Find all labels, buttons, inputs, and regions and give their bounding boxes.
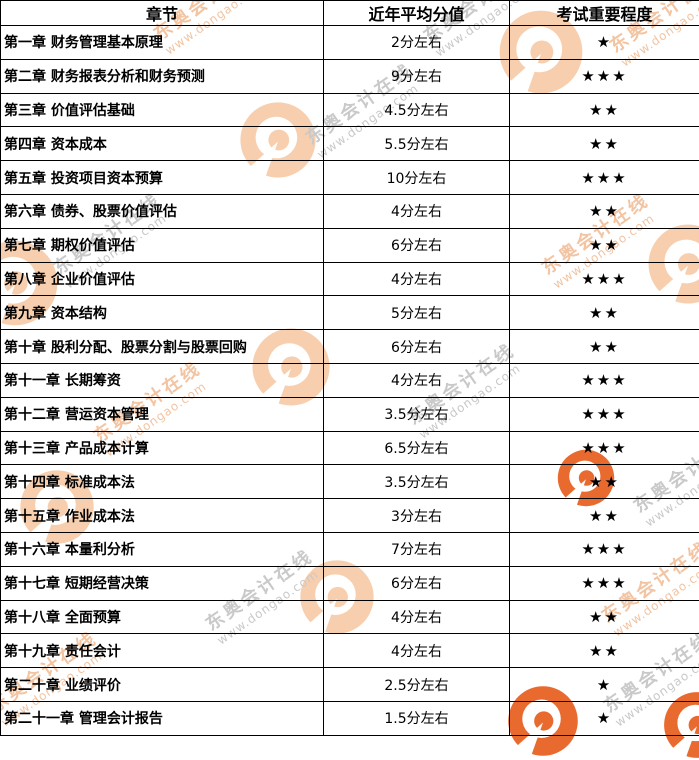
table-row: 第六章 债券、股票价值评估 4分左右 ★★ xyxy=(1,194,699,228)
header-avg-score: 近年平均分值 xyxy=(324,1,510,26)
table-row: 第九章 资本结构 5分左右 ★★ xyxy=(1,296,699,330)
avg-score-cell: 2分左右 xyxy=(324,26,510,60)
avg-score-cell: 4分左右 xyxy=(324,634,510,668)
chapter-cell: 第十五章 作业成本法 xyxy=(1,499,324,533)
table-row: 第二章 财务报表分析和财务预测 9分左右 ★★★ xyxy=(1,59,699,93)
table-row: 第十三章 产品成本计算 6.5分左右 ★★★ xyxy=(1,431,699,465)
importance-cell: ★★ xyxy=(510,296,699,330)
importance-cell: ★ xyxy=(510,26,699,60)
avg-score-cell: 4分左右 xyxy=(324,363,510,397)
importance-cell: ★★ xyxy=(510,93,699,127)
table-row: 第一章 财务管理基本原理 2分左右 ★ xyxy=(1,26,699,60)
importance-cell: ★★★ xyxy=(510,566,699,600)
importance-cell: ★★★ xyxy=(510,397,699,431)
table-body: 第一章 财务管理基本原理 2分左右 ★ 第二章 财务报表分析和财务预测 9分左右… xyxy=(1,26,699,736)
chapter-cell: 第二章 财务报表分析和财务预测 xyxy=(1,59,324,93)
avg-score-cell: 5分左右 xyxy=(324,296,510,330)
avg-score-cell: 7分左右 xyxy=(324,532,510,566)
header-chapter: 章节 xyxy=(1,1,324,26)
chapter-cell: 第一章 财务管理基本原理 xyxy=(1,26,324,60)
importance-cell: ★★ xyxy=(510,600,699,634)
importance-cell: ★ xyxy=(510,701,699,735)
chapter-cell: 第十章 股利分配、股票分割与股票回购 xyxy=(1,330,324,364)
importance-table: 章节 近年平均分值 考试重要程度 第一章 财务管理基本原理 2分左右 ★ 第二章… xyxy=(0,0,699,736)
importance-cell: ★★ xyxy=(510,330,699,364)
chapter-cell: 第三章 价值评估基础 xyxy=(1,93,324,127)
chapter-cell: 第十八章 全面预算 xyxy=(1,600,324,634)
chapter-cell: 第九章 资本结构 xyxy=(1,296,324,330)
chapter-cell: 第五章 投资项目资本预算 xyxy=(1,161,324,195)
table-row: 第十六章 本量利分析 7分左右 ★★★ xyxy=(1,532,699,566)
table-row: 第十五章 作业成本法 3分左右 ★★ xyxy=(1,499,699,533)
importance-cell: ★★★ xyxy=(510,161,699,195)
avg-score-cell: 10分左右 xyxy=(324,161,510,195)
table-row: 第十四章 标准成本法 3.5分左右 ★★ xyxy=(1,465,699,499)
importance-cell: ★★★ xyxy=(510,532,699,566)
chapter-cell: 第十一章 长期筹资 xyxy=(1,363,324,397)
header-row: 章节 近年平均分值 考试重要程度 xyxy=(1,1,699,26)
table-row: 第十一章 长期筹资 4分左右 ★★★ xyxy=(1,363,699,397)
importance-cell: ★★ xyxy=(510,499,699,533)
table-row: 第三章 价值评估基础 4.5分左右 ★★ xyxy=(1,93,699,127)
avg-score-cell: 1.5分左右 xyxy=(324,701,510,735)
table-row: 第四章 资本成本 5.5分左右 ★★ xyxy=(1,127,699,161)
page: { "table": { "headers": ["章节", "近年平均分值",… xyxy=(0,0,699,736)
importance-cell: ★★★ xyxy=(510,363,699,397)
avg-score-cell: 5.5分左右 xyxy=(324,127,510,161)
table-row: 第八章 企业价值评估 4分左右 ★★★ xyxy=(1,262,699,296)
avg-score-cell: 9分左右 xyxy=(324,59,510,93)
chapter-cell: 第十三章 产品成本计算 xyxy=(1,431,324,465)
importance-cell: ★★ xyxy=(510,194,699,228)
avg-score-cell: 6分左右 xyxy=(324,228,510,262)
table-row: 第十九章 责任会计 4分左右 ★★ xyxy=(1,634,699,668)
avg-score-cell: 6分左右 xyxy=(324,566,510,600)
avg-score-cell: 4分左右 xyxy=(324,600,510,634)
importance-cell: ★★★ xyxy=(510,262,699,296)
chapter-cell: 第十六章 本量利分析 xyxy=(1,532,324,566)
table-header: 章节 近年平均分值 考试重要程度 xyxy=(1,1,699,26)
chapter-cell: 第十四章 标准成本法 xyxy=(1,465,324,499)
table-row: 第十七章 短期经营决策 6分左右 ★★★ xyxy=(1,566,699,600)
table-row: 第十章 股利分配、股票分割与股票回购 6分左右 ★★ xyxy=(1,330,699,364)
header-importance: 考试重要程度 xyxy=(510,1,699,26)
chapter-cell: 第六章 债券、股票价值评估 xyxy=(1,194,324,228)
chapter-cell: 第二十章 业绩评价 xyxy=(1,668,324,702)
table-row: 第七章 期权价值评估 6分左右 ★★ xyxy=(1,228,699,262)
importance-cell: ★★★ xyxy=(510,431,699,465)
importance-cell: ★★ xyxy=(510,465,699,499)
chapter-cell: 第七章 期权价值评估 xyxy=(1,228,324,262)
avg-score-cell: 6分左右 xyxy=(324,330,510,364)
avg-score-cell: 4分左右 xyxy=(324,194,510,228)
chapter-cell: 第十二章 营运资本管理 xyxy=(1,397,324,431)
chapter-cell: 第二十一章 管理会计报告 xyxy=(1,701,324,735)
table-row: 第五章 投资项目资本预算 10分左右 ★★★ xyxy=(1,161,699,195)
importance-cell: ★★★ xyxy=(510,59,699,93)
avg-score-cell: 4分左右 xyxy=(324,262,510,296)
avg-score-cell: 3分左右 xyxy=(324,499,510,533)
avg-score-cell: 3.5分左右 xyxy=(324,397,510,431)
table-row: 第十八章 全面预算 4分左右 ★★ xyxy=(1,600,699,634)
table-row: 第二十章 业绩评价 2.5分左右 ★ xyxy=(1,668,699,702)
importance-cell: ★★ xyxy=(510,634,699,668)
chapter-cell: 第四章 资本成本 xyxy=(1,127,324,161)
avg-score-cell: 3.5分左右 xyxy=(324,465,510,499)
chapter-cell: 第八章 企业价值评估 xyxy=(1,262,324,296)
table-row: 第十二章 营运资本管理 3.5分左右 ★★★ xyxy=(1,397,699,431)
chapter-cell: 第十九章 责任会计 xyxy=(1,634,324,668)
avg-score-cell: 4.5分左右 xyxy=(324,93,510,127)
importance-cell: ★★ xyxy=(510,228,699,262)
avg-score-cell: 6.5分左右 xyxy=(324,431,510,465)
importance-cell: ★ xyxy=(510,668,699,702)
chapter-cell: 第十七章 短期经营决策 xyxy=(1,566,324,600)
importance-cell: ★★ xyxy=(510,127,699,161)
avg-score-cell: 2.5分左右 xyxy=(324,668,510,702)
table-row: 第二十一章 管理会计报告 1.5分左右 ★ xyxy=(1,701,699,735)
